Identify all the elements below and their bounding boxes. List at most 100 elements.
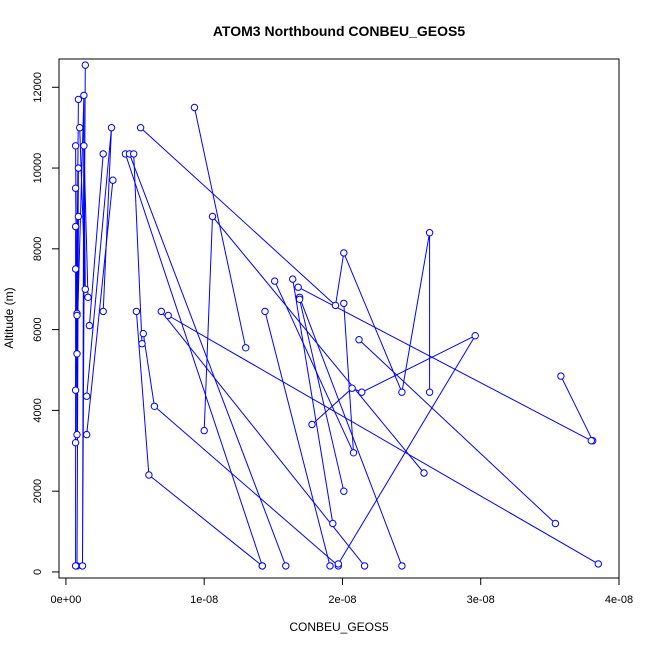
data-point xyxy=(71,439,80,447)
series-points xyxy=(71,61,602,570)
data-point xyxy=(295,295,304,303)
data-point xyxy=(289,275,297,283)
y-axis-label: Altitude (m) xyxy=(2,287,16,348)
data-point xyxy=(132,307,141,316)
data-point xyxy=(138,340,146,348)
data-point xyxy=(594,560,602,568)
data-point xyxy=(150,402,159,410)
data-point xyxy=(76,124,84,132)
data-point xyxy=(99,307,107,316)
data-point xyxy=(73,350,81,358)
series-line xyxy=(86,180,114,435)
data-point xyxy=(208,212,217,221)
data-point xyxy=(80,142,88,150)
data-point xyxy=(242,344,250,352)
data-point xyxy=(551,519,560,528)
y-tick-label: 12000 xyxy=(32,72,44,103)
x-axis: 0e+00 1e-08 2e-08 3e-08 4e-08 xyxy=(50,577,633,606)
data-point xyxy=(340,299,348,308)
data-point xyxy=(74,95,83,104)
data-point xyxy=(261,307,269,316)
series-line xyxy=(194,107,247,348)
data-point xyxy=(334,560,342,568)
data-point xyxy=(358,388,366,396)
data-point xyxy=(139,329,148,338)
y-axis: 0 2000 4000 6000 8000 10000 12000 xyxy=(32,72,60,575)
y-tick-label: 6000 xyxy=(32,317,44,341)
data-point xyxy=(71,386,80,394)
data-point xyxy=(587,437,595,445)
data-point xyxy=(349,449,358,457)
data-point xyxy=(340,249,348,257)
series-line xyxy=(292,279,334,524)
data-point xyxy=(200,426,208,435)
data-point xyxy=(157,307,166,316)
y-tick-label: 8000 xyxy=(32,237,44,261)
data-point xyxy=(348,384,356,392)
data-point xyxy=(71,222,80,231)
data-point xyxy=(471,332,479,340)
x-tick-label: 0e+00 xyxy=(50,594,81,606)
data-point xyxy=(71,562,80,570)
series-line xyxy=(140,127,431,394)
data-point xyxy=(329,519,337,528)
data-point xyxy=(308,420,316,429)
data-point xyxy=(74,212,83,221)
data-point xyxy=(85,321,94,330)
series-line xyxy=(124,153,263,567)
data-point xyxy=(398,388,406,396)
data-point xyxy=(355,336,363,344)
series-line xyxy=(299,299,345,492)
data-point xyxy=(425,229,434,237)
series-line xyxy=(299,297,403,567)
data-point xyxy=(326,562,334,570)
data-point xyxy=(73,311,81,320)
data-point xyxy=(425,388,434,396)
data-point xyxy=(83,430,91,439)
series-line xyxy=(133,153,143,344)
data-point xyxy=(80,91,88,100)
x-tick-label: 3e-08 xyxy=(467,594,495,606)
data-point xyxy=(145,471,153,479)
data-point xyxy=(190,103,199,112)
data-point xyxy=(398,562,406,570)
data-point xyxy=(271,277,279,285)
series-line xyxy=(167,315,599,565)
data-point xyxy=(71,265,80,273)
series-line xyxy=(560,375,594,441)
data-point xyxy=(130,150,138,158)
series-line xyxy=(79,127,89,298)
series-line xyxy=(264,311,331,567)
data-point xyxy=(84,293,92,301)
x-axis-label: CONBEU_GEOS5 xyxy=(289,620,389,634)
data-point xyxy=(109,176,117,184)
x-tick-label: 2e-08 xyxy=(328,594,356,606)
data-point xyxy=(107,124,116,132)
data-point xyxy=(420,469,428,477)
data-point xyxy=(164,311,172,320)
y-tick-label: 4000 xyxy=(32,398,44,422)
data-point xyxy=(331,301,340,310)
data-point xyxy=(294,283,302,291)
series-line xyxy=(75,65,86,566)
data-point xyxy=(282,562,290,570)
data-point xyxy=(99,150,107,158)
x-tick-label: 1e-08 xyxy=(190,594,218,606)
data-point xyxy=(71,142,80,150)
data-point xyxy=(81,61,90,69)
series-line xyxy=(358,339,556,524)
series-line xyxy=(297,286,592,442)
data-point xyxy=(78,562,87,570)
data-point xyxy=(136,124,145,132)
series-line xyxy=(88,153,104,326)
data-point xyxy=(81,285,90,293)
data-point xyxy=(74,164,83,172)
data-point xyxy=(340,487,348,495)
y-tick-label: 2000 xyxy=(32,479,44,503)
data-point xyxy=(71,184,80,192)
data-point xyxy=(557,372,565,380)
y-tick-label: 0 xyxy=(32,569,44,575)
data-point xyxy=(83,392,91,400)
